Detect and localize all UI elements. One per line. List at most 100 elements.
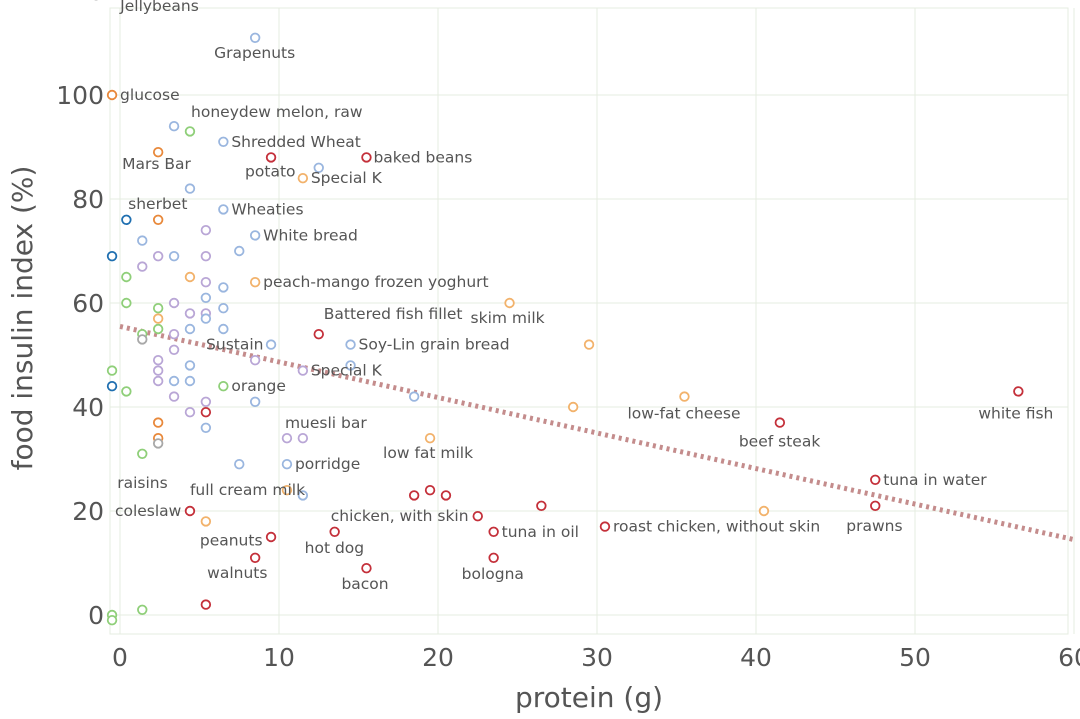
data-point — [345, 339, 356, 350]
data-point — [200, 251, 212, 262]
point-label: Soy-Lin grain bread — [359, 336, 510, 354]
data-point — [200, 292, 212, 304]
data-point — [184, 407, 196, 418]
data-point — [488, 526, 499, 538]
point-label: potato — [245, 162, 295, 180]
data-point — [152, 313, 164, 324]
data-point — [440, 490, 452, 501]
data-point — [184, 505, 196, 517]
data-point — [281, 459, 293, 470]
data-point — [249, 32, 261, 44]
y-axis-title: food insulin index (%) — [6, 166, 39, 471]
data-point — [121, 297, 132, 309]
point-label: muesli bar — [285, 414, 367, 432]
data-point — [106, 365, 118, 376]
y-tick-label: 0 — [88, 601, 104, 630]
point-label: full cream milk — [190, 481, 305, 499]
data-point — [265, 152, 277, 163]
point-label: tuna in water — [883, 471, 987, 489]
data-point — [774, 417, 786, 428]
point-label: sherbet — [128, 195, 187, 213]
plot-area — [109, 7, 1069, 635]
data-point — [583, 339, 595, 350]
point-label: porridge — [295, 455, 360, 473]
data-point — [249, 396, 261, 408]
data-point — [218, 303, 229, 314]
data-point — [184, 271, 196, 283]
data-point — [200, 422, 212, 434]
data-point — [168, 391, 180, 402]
data-point — [313, 329, 324, 340]
x-tick-label: 30 — [581, 643, 613, 672]
data-point — [424, 433, 436, 444]
data-point — [106, 381, 118, 392]
data-point — [168, 375, 180, 387]
point-label: peach-mango frozen yoghurt — [263, 273, 488, 291]
point-label: raisins — [117, 474, 167, 492]
data-point — [234, 459, 245, 470]
data-points — [106, 32, 1024, 626]
point-label: Special K — [311, 362, 383, 380]
data-point — [218, 204, 229, 215]
data-point — [152, 438, 164, 449]
point-label: tuna in oil — [502, 523, 579, 541]
x-tick-labels: 0 10 20 30 40 50 60 — [112, 643, 1080, 672]
point-label: white fish — [978, 404, 1053, 422]
point-label: Grapenuts — [214, 44, 295, 62]
data-point — [281, 433, 293, 444]
data-point — [152, 417, 164, 428]
data-point — [488, 552, 499, 564]
data-point — [184, 126, 196, 137]
data-point — [249, 355, 261, 366]
point-label: White bread — [263, 226, 358, 244]
data-point — [121, 386, 132, 397]
data-point — [218, 282, 229, 293]
data-point — [870, 474, 881, 486]
data-point — [361, 563, 372, 574]
data-point — [106, 251, 118, 262]
x-axis-title: protein (g) — [515, 681, 663, 714]
data-point — [168, 344, 180, 356]
data-point — [265, 531, 277, 543]
data-point — [152, 251, 164, 262]
y-tick-label: 80 — [72, 185, 104, 214]
data-point — [329, 526, 340, 538]
data-point — [758, 505, 770, 517]
x-tick-label: 40 — [740, 643, 772, 672]
data-point — [200, 407, 212, 418]
data-point — [408, 391, 420, 402]
data-point — [281, 485, 293, 496]
point-label: skim milk — [471, 309, 545, 327]
point-label: Sustain — [206, 336, 263, 354]
point-label: glucose — [120, 86, 180, 104]
point-label: Wheaties — [231, 200, 303, 218]
data-point — [218, 136, 229, 148]
point-label: prawns — [846, 517, 902, 535]
data-point — [218, 381, 229, 392]
data-point — [249, 552, 261, 564]
x-tick-label: 60 — [1058, 643, 1080, 672]
point-label: baked beans — [373, 148, 472, 166]
data-point — [297, 433, 309, 444]
point-label: Special K — [311, 169, 383, 187]
data-point — [137, 235, 148, 246]
point-label: roast chicken, without skin — [613, 518, 820, 536]
data-point — [184, 323, 196, 335]
data-point — [152, 214, 164, 226]
data-point — [1013, 386, 1024, 397]
data-point — [234, 245, 245, 257]
data-point — [137, 448, 148, 460]
point-label: Mars Bar — [122, 155, 191, 173]
data-point — [472, 511, 483, 522]
point-label: coleslaw — [115, 502, 182, 520]
point-label: low fat milk — [383, 444, 473, 462]
data-point — [184, 375, 196, 387]
point-label: low-fat cheese — [627, 405, 740, 423]
x-tick-label: 0 — [112, 643, 128, 672]
data-point — [121, 271, 132, 283]
data-point — [361, 152, 372, 163]
gridlines — [110, 8, 1075, 634]
data-point — [345, 360, 356, 371]
data-point — [106, 615, 118, 626]
data-point — [599, 521, 611, 532]
